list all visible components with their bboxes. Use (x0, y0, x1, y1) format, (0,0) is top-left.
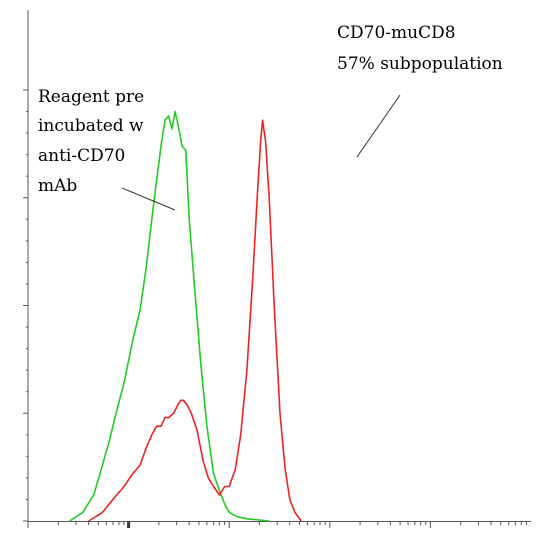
annotation-green-line-4: mAb (38, 176, 77, 196)
series-layer (69, 110, 302, 522)
annotation-green-line-3: anti-CD70 (38, 146, 125, 166)
x-axis-marker (127, 522, 131, 528)
series-green-line (69, 110, 270, 522)
annotations: Reagent pre incubated w anti-CD70 mAb CD… (38, 23, 503, 211)
annotation-red-line-1: CD70-muCD8 (337, 23, 456, 43)
annotation-red-line-2: 57% subpopulation (337, 54, 503, 74)
series-red-line (88, 119, 302, 522)
annotation-green-line-1: Reagent pre (38, 87, 144, 107)
axes (23, 10, 531, 528)
annotation-green-leader (121, 187, 176, 211)
annotation-green-line-2: incubated w (38, 116, 144, 136)
annotation-red-leader (356, 94, 401, 158)
